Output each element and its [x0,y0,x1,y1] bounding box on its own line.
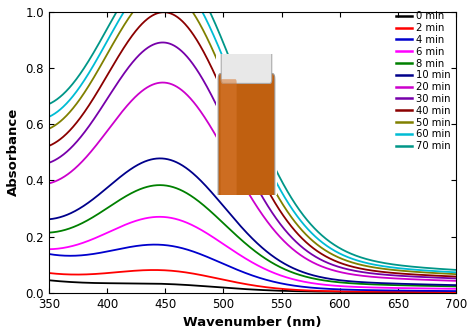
FancyBboxPatch shape [218,74,275,201]
FancyBboxPatch shape [220,79,237,196]
X-axis label: Wavenumber (nm): Wavenumber (nm) [183,316,322,329]
Y-axis label: Absorbance: Absorbance [7,108,20,197]
Legend: 0 min, 2 min, 4 min, 6 min, 8 min, 10 min, 20 min, 30 min, 40 min, 50 min, 60 mi: 0 min, 2 min, 4 min, 6 min, 8 min, 10 mi… [396,11,451,151]
FancyBboxPatch shape [221,49,272,83]
